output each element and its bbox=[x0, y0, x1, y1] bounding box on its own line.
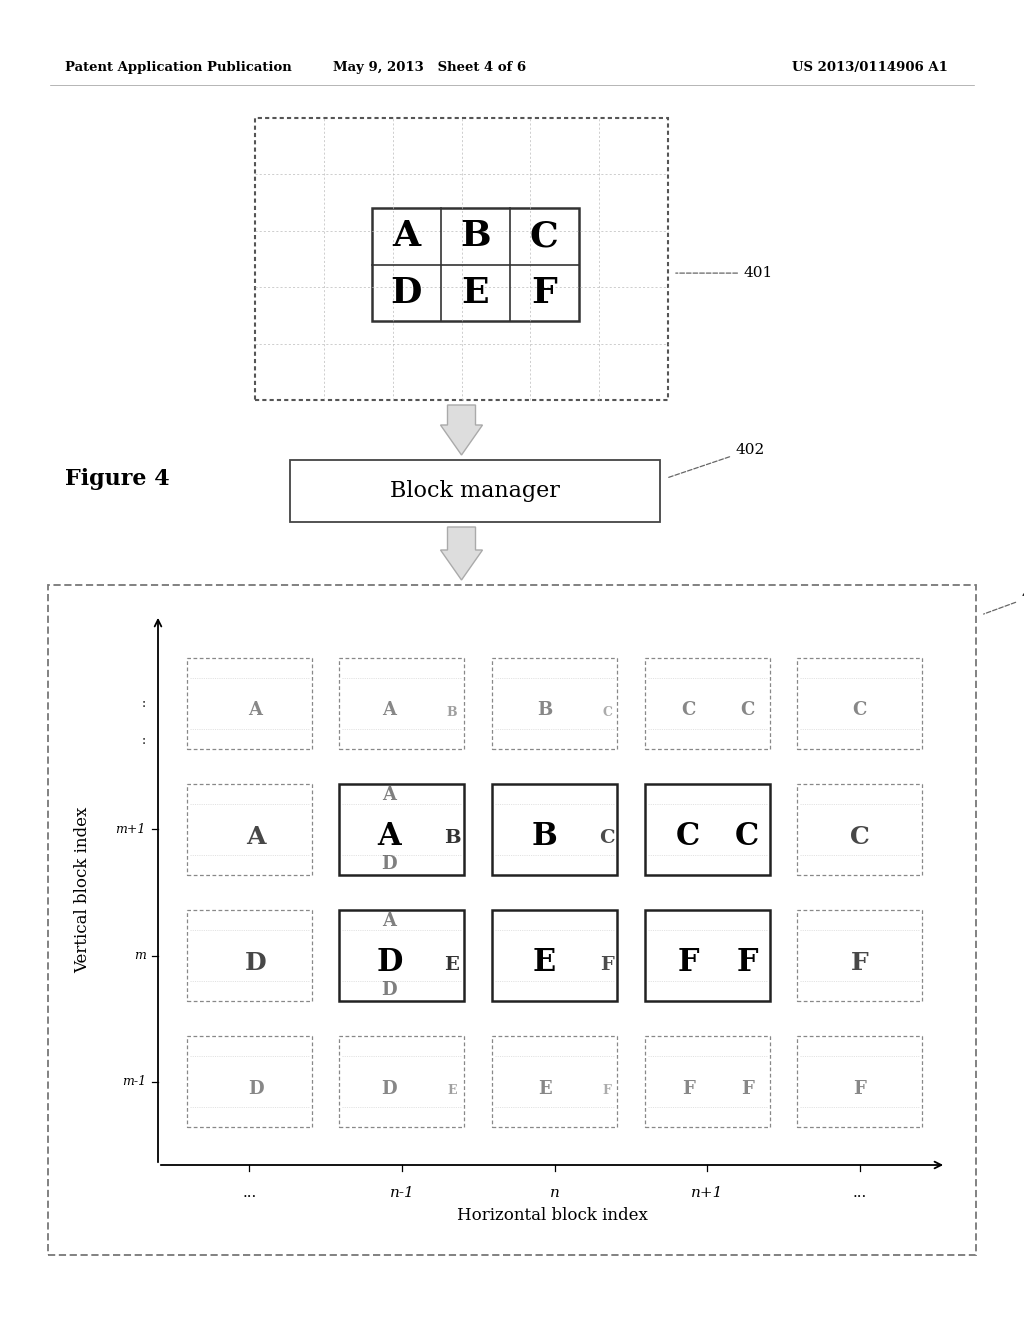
Text: A: A bbox=[378, 821, 401, 853]
Text: Horizontal block index: Horizontal block index bbox=[457, 1206, 647, 1224]
Text: D: D bbox=[391, 276, 422, 310]
Bar bbox=[644, 657, 770, 748]
Text: A: A bbox=[382, 785, 396, 804]
Bar bbox=[797, 657, 923, 748]
Text: F: F bbox=[531, 276, 557, 310]
Text: 401: 401 bbox=[676, 267, 772, 280]
Text: F: F bbox=[600, 956, 614, 974]
Text: D: D bbox=[376, 948, 402, 978]
Text: B: B bbox=[531, 821, 557, 853]
Bar bbox=[290, 459, 660, 521]
Text: E: E bbox=[444, 956, 460, 974]
Bar bbox=[339, 1036, 465, 1127]
Text: B: B bbox=[446, 706, 458, 718]
Text: C: C bbox=[602, 706, 612, 718]
Text: May 9, 2013   Sheet 4 of 6: May 9, 2013 Sheet 4 of 6 bbox=[334, 62, 526, 74]
Text: D: D bbox=[245, 950, 266, 975]
Text: n: n bbox=[550, 1185, 559, 1200]
Text: n-1: n-1 bbox=[389, 1185, 415, 1200]
Text: A: A bbox=[249, 701, 262, 719]
Text: Vertical block index: Vertical block index bbox=[75, 807, 91, 973]
Text: m: m bbox=[134, 949, 146, 962]
Bar bbox=[339, 784, 465, 875]
Text: C: C bbox=[735, 821, 759, 853]
Text: Figure 4: Figure 4 bbox=[65, 467, 170, 490]
Bar bbox=[372, 209, 579, 321]
Bar bbox=[186, 911, 312, 1001]
Text: :: : bbox=[142, 734, 146, 747]
Text: m+1: m+1 bbox=[116, 822, 146, 836]
Text: E: E bbox=[538, 1080, 551, 1098]
Text: C: C bbox=[681, 701, 695, 719]
Text: n+1: n+1 bbox=[691, 1185, 723, 1200]
Text: F: F bbox=[736, 948, 758, 978]
Bar bbox=[644, 784, 770, 875]
Text: F: F bbox=[740, 1080, 754, 1098]
Text: A: A bbox=[382, 701, 396, 719]
Text: C: C bbox=[529, 219, 558, 253]
Bar bbox=[186, 784, 312, 875]
Text: ...: ... bbox=[242, 1185, 256, 1200]
Bar bbox=[797, 1036, 923, 1127]
Text: D: D bbox=[248, 1080, 263, 1098]
Text: E: E bbox=[532, 948, 556, 978]
Text: C: C bbox=[676, 821, 700, 853]
Bar bbox=[492, 784, 617, 875]
Bar bbox=[492, 1036, 617, 1127]
Text: A: A bbox=[382, 912, 396, 931]
Text: F: F bbox=[602, 1085, 611, 1097]
Bar bbox=[644, 1036, 770, 1127]
Bar bbox=[492, 657, 617, 748]
Text: US 2013/0114906 A1: US 2013/0114906 A1 bbox=[792, 62, 948, 74]
Text: F: F bbox=[682, 1080, 694, 1098]
Text: C: C bbox=[599, 829, 614, 847]
FancyArrow shape bbox=[440, 527, 482, 579]
Text: C: C bbox=[853, 701, 867, 719]
Text: F: F bbox=[853, 1080, 866, 1098]
Bar bbox=[644, 911, 770, 1001]
Text: 403: 403 bbox=[984, 587, 1024, 614]
Bar bbox=[339, 911, 465, 1001]
Text: B: B bbox=[537, 701, 552, 719]
Text: D: D bbox=[382, 1080, 397, 1098]
Text: C: C bbox=[740, 701, 755, 719]
Text: m-1: m-1 bbox=[122, 1076, 146, 1089]
Text: C: C bbox=[850, 825, 869, 849]
Text: E: E bbox=[447, 1085, 457, 1097]
Text: D: D bbox=[382, 981, 397, 999]
Text: D: D bbox=[382, 855, 397, 873]
Text: Block manager: Block manager bbox=[390, 480, 560, 502]
Bar bbox=[339, 657, 465, 748]
Bar bbox=[492, 911, 617, 1001]
Text: ...: ... bbox=[853, 1185, 867, 1200]
Text: A: A bbox=[392, 219, 421, 253]
Bar bbox=[186, 657, 312, 748]
Bar bbox=[797, 911, 923, 1001]
Bar bbox=[186, 1036, 312, 1127]
FancyArrow shape bbox=[440, 405, 482, 455]
Text: E: E bbox=[462, 276, 489, 310]
Text: 402: 402 bbox=[668, 444, 764, 478]
Text: F: F bbox=[851, 950, 868, 975]
Text: B: B bbox=[443, 829, 460, 847]
Text: Patent Application Publication: Patent Application Publication bbox=[65, 62, 292, 74]
Text: :: : bbox=[142, 697, 146, 710]
Bar bbox=[255, 117, 668, 400]
Bar bbox=[797, 784, 923, 875]
Text: B: B bbox=[460, 219, 490, 253]
Text: F: F bbox=[678, 948, 699, 978]
Text: A: A bbox=[246, 825, 265, 849]
Bar bbox=[48, 585, 976, 1255]
